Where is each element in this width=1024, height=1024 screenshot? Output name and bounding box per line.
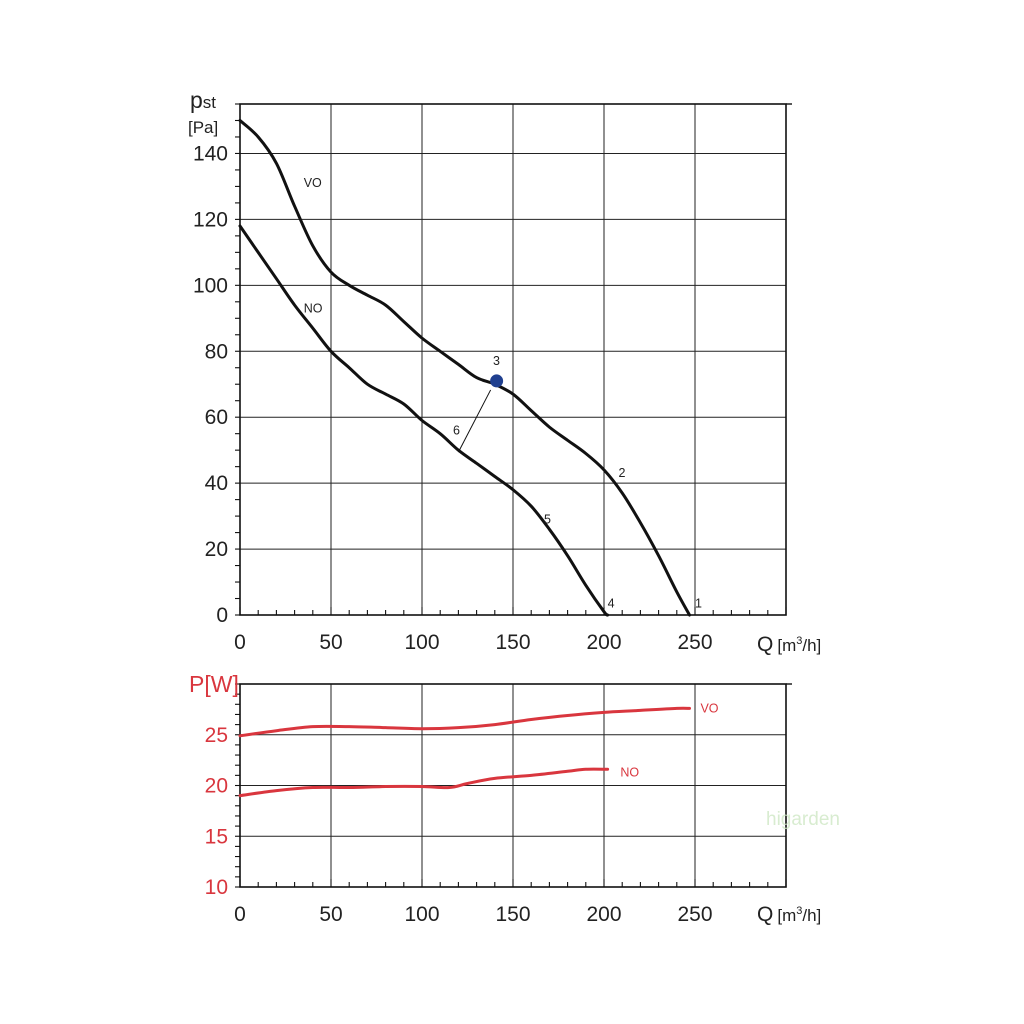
y-tick-label: 120 [193,208,228,231]
series-line-no [238,767,610,798]
pressure-annotations: VO NO 1 2 3 4 5 6 [304,176,702,610]
x-tick-label: 200 [586,903,621,926]
pressure-curves [238,119,691,617]
pressure-x-unit-sup: 3 [796,635,802,647]
power-x-tick-labels: 0 50 100 150 200 250 [234,903,712,926]
x-tick-label: 50 [319,631,342,654]
x-tick-label: 100 [404,631,439,654]
point-label-5: 5 [544,512,551,526]
point-label-3: 3 [493,354,500,368]
y-tick-label: 60 [205,406,228,429]
watermark-logo: higarden [766,809,840,830]
y-tick-label: 20 [205,775,228,798]
x-tick-label: 150 [495,903,530,926]
pressure-minor-ticks [235,103,787,616]
y-tick-label: 25 [205,724,228,747]
power-chart: 0 50 100 150 200 250 10 15 20 25 VO NO P[W] Q [m3/… [189,671,821,926]
point-label-6: 6 [453,423,460,437]
series-line-no [238,224,610,617]
power-x-label: Q [757,903,773,926]
system-line [457,389,492,453]
y-tick-label: 10 [205,876,228,899]
y-tick-label: 0 [216,604,228,627]
power-minor-ticks [235,683,787,888]
y-tick-label: 40 [205,472,228,495]
power-x-axis-title: Q [m3/h] [757,903,821,926]
pressure-y-label-sub: st [203,93,217,112]
pressure-x-unit-post: /h] [802,636,821,655]
pressure-x-unit-pre: [m [777,636,796,655]
x-tick-label: 50 [319,903,342,926]
series-label-no: NO [304,301,323,315]
point-label-4: 4 [608,596,615,610]
power-annotations: VO NO [620,701,718,779]
pressure-y-axis-title: pst [190,87,216,113]
y-tick-label: 20 [205,538,228,561]
power-y-axis-title: P[W] [189,671,239,697]
x-tick-label: 0 [234,903,246,926]
power-x-unit-pre: [m [777,906,796,925]
power-x-unit-post: /h] [802,906,821,925]
y-tick-label: 100 [193,274,228,297]
point-label-1: 1 [695,596,702,610]
x-tick-label: 150 [495,631,530,654]
x-tick-label: 0 [234,631,246,654]
power-y-tick-labels: 10 15 20 25 [205,724,228,899]
y-tick-label: 15 [205,825,228,848]
operating-point-marker [490,374,504,388]
x-tick-label: 250 [677,903,712,926]
y-tick-label: 140 [193,142,228,165]
y-tick-label: 80 [205,340,228,363]
pressure-y-tick-labels: 0 20 40 60 80 100 120 140 [193,142,228,627]
series-line-vo [238,706,691,738]
pressure-y-axis-unit: [Pa] [188,118,218,137]
x-tick-label: 250 [677,631,712,654]
pressure-chart: 0 50 100 150 200 250 0 20 40 60 80 100 120 140 VO NO 1… [188,87,821,656]
power-curves [238,706,691,798]
pressure-x-tick-labels: 0 50 100 150 200 250 [234,631,712,654]
x-tick-label: 200 [586,631,621,654]
series-label-vo: VO [304,176,322,190]
point-label-2: 2 [619,466,626,480]
series-line-vo [238,119,691,617]
power-x-unit-sup: 3 [796,905,802,917]
series-label-vo: VO [700,701,718,715]
pressure-x-label: Q [757,633,773,656]
x-tick-label: 100 [404,903,439,926]
series-label-no: NO [620,765,639,779]
pressure-y-label-main: p [190,87,203,113]
pressure-grid [240,103,792,615]
pressure-x-axis-title: Q [m3/h] [757,633,821,656]
